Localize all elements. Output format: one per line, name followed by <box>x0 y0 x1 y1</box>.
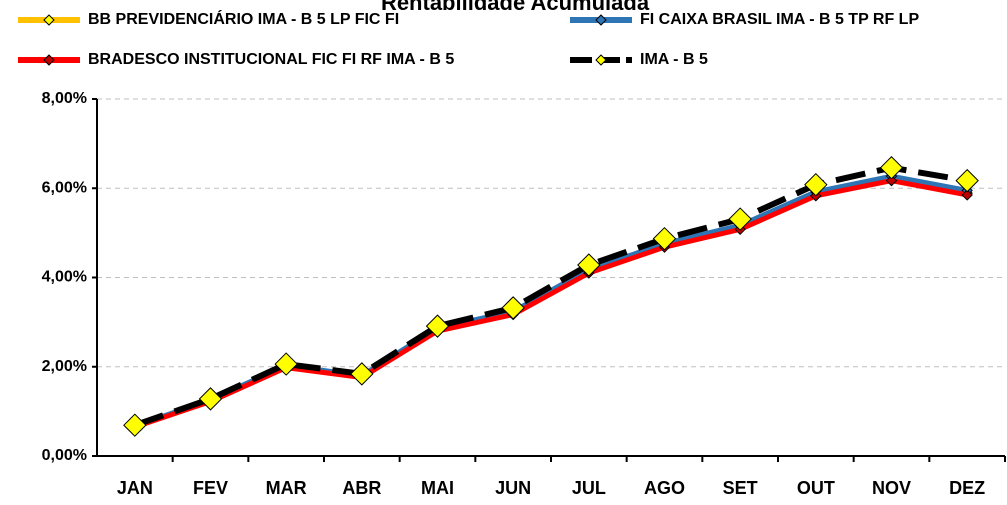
x-tick-label: FEV <box>193 478 228 498</box>
legend-marker <box>43 14 55 26</box>
legend-marker <box>595 14 607 26</box>
y-tick-label: 6,00% <box>42 179 87 196</box>
marker <box>879 156 904 180</box>
marker <box>123 413 147 437</box>
x-tick-label: SET <box>723 478 758 498</box>
x-tick-label: JAN <box>117 478 153 498</box>
series-line <box>133 164 968 429</box>
y-tick-label: 2,00% <box>42 358 87 375</box>
x-tick-label: AGO <box>644 478 685 498</box>
x-tick-label: MAI <box>421 478 454 498</box>
x-tick-label: ABR <box>342 478 381 498</box>
series-line <box>134 178 968 430</box>
marker <box>885 174 898 187</box>
legend-label: FI CAIXA BRASIL IMA - B 5 TP RF LP <box>640 11 919 28</box>
legend-label: BB PREVIDENCIÁRIO IMA - B 5 LP FIC FI <box>88 9 399 28</box>
marker <box>804 172 828 197</box>
y-tick-label: 4,00% <box>42 269 87 286</box>
marker <box>350 362 374 386</box>
legend-marker <box>595 54 607 66</box>
marker <box>198 387 223 411</box>
marker <box>274 352 298 376</box>
legend-label: BRADESCO INSTITUCIONAL FIC FI RF IMA - B… <box>88 51 454 68</box>
y-tick-label: 8,00% <box>42 90 87 107</box>
series-line <box>134 173 968 429</box>
y-tick-label: 0,00% <box>42 447 87 464</box>
x-tick-label: DEZ <box>949 478 985 498</box>
marker <box>728 207 752 231</box>
chart-title: Rentabilidade Acumulada <box>381 0 650 15</box>
marker <box>955 168 979 193</box>
marker <box>577 253 601 277</box>
legend-marker <box>43 54 55 66</box>
x-tick-label: OUT <box>797 478 835 498</box>
marker <box>425 314 450 338</box>
legend-label: IMA - B 5 <box>640 51 708 68</box>
marker <box>501 296 525 320</box>
x-tick-label: NOV <box>872 478 911 498</box>
x-tick-label: JUL <box>572 478 606 498</box>
x-tick-label: MAR <box>266 478 307 498</box>
x-tick-label: JUN <box>495 478 531 498</box>
marker <box>652 226 677 251</box>
series-line <box>134 176 968 429</box>
marker <box>961 189 973 201</box>
